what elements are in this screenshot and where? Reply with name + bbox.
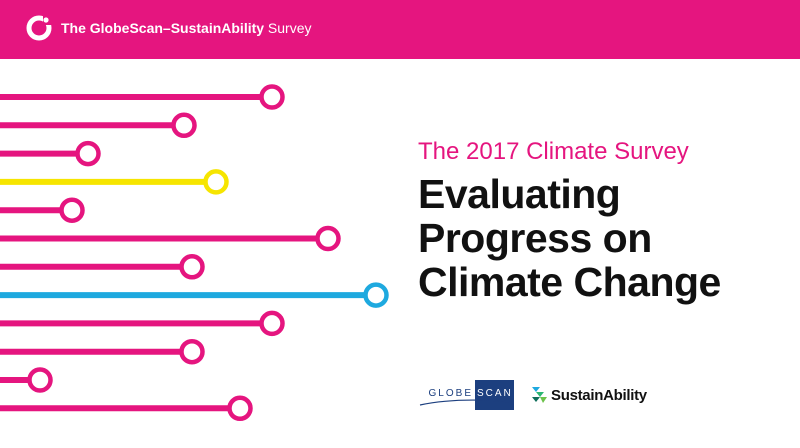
main-title-line: Evaluating [418,171,621,217]
main-title: Evaluating Progress on Climate Change [418,172,788,304]
graphic-line-end-circle [75,140,101,167]
sustainability-logo: SustainAbility [530,383,647,407]
graphic-line-end-circle [227,395,253,422]
globescan-logo-right: SCAN [477,388,513,399]
graphic-line-end-circle [363,282,389,308]
ring-logo-icon [26,15,52,41]
main-title-line: Climate Change [418,259,721,305]
graphic-line-end-circle [179,254,205,280]
survey-title: The GlobeScan–SustainAbility Survey [61,19,312,37]
main-title-line: Progress on [418,215,652,261]
sustainability-mark-icon [532,387,547,403]
graphic-line-end-circle [171,112,197,139]
globescan-logo: GLOBE SCAN [419,380,514,410]
survey-title-bold: The GlobeScan–SustainAbility [61,20,265,36]
graphic-line-end-circle [315,225,341,252]
graphic-line-end-circle [27,367,53,393]
line-graphic [0,84,389,422]
globescan-logo-left: GLOBE [429,388,473,399]
graphic-line-end-circle [203,169,229,195]
graphic-line-end-circle [259,310,285,337]
header-bar: The GlobeScan–SustainAbility Survey [0,0,800,59]
graphic-line-end-circle [259,84,285,110]
graphic-line-end-circle [59,197,85,223]
graphic-line-end-circle [179,338,205,365]
survey-title-rest: Survey [264,20,312,36]
sustainability-wordmark: SustainAbility [551,386,647,404]
subtitle: The 2017 Climate Survey [418,138,689,165]
